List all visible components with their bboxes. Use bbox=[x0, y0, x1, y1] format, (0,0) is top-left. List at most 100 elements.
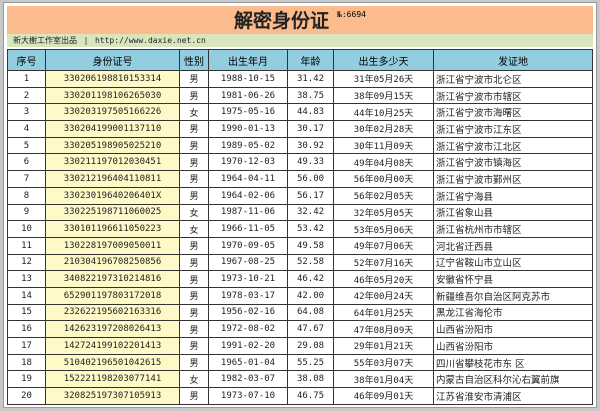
cell-days-lived[interactable]: 55年03月07天 bbox=[333, 353, 434, 372]
cell-days-lived[interactable]: 44年10月25天 bbox=[333, 103, 434, 122]
cell-days-lived[interactable]: 30年11月09天 bbox=[333, 136, 434, 155]
cell-id-number[interactable]: 330201198106265030 bbox=[45, 86, 180, 105]
cell-issuing-place[interactable]: 河北省迁西县 bbox=[433, 236, 593, 255]
cell-birth-date[interactable]: 1973-10-21 bbox=[208, 270, 288, 288]
cell-gender[interactable]: 男 bbox=[179, 120, 209, 138]
cell-birth-date[interactable]: 1978-03-17 bbox=[208, 286, 288, 305]
cell-days-lived[interactable]: 29年01月21天 bbox=[333, 337, 434, 355]
cell-gender[interactable]: 女 bbox=[179, 103, 209, 122]
cell-age[interactable]: 42.00 bbox=[287, 286, 334, 305]
cell-id-number[interactable]: 330225198711060025 bbox=[45, 203, 180, 222]
cell-gender[interactable]: 男 bbox=[179, 320, 209, 338]
cell-birth-date[interactable]: 1972-08-02 bbox=[208, 320, 288, 338]
cell-index[interactable]: 3 bbox=[7, 103, 46, 122]
cell-id-number[interactable]: 340822197310214816 bbox=[45, 270, 180, 288]
cell-gender[interactable]: 男 bbox=[179, 153, 209, 172]
cell-days-lived[interactable]: 56年00月00天 bbox=[333, 170, 434, 188]
cell-index[interactable]: 7 bbox=[7, 170, 46, 188]
cell-index[interactable]: 10 bbox=[7, 220, 46, 238]
cell-days-lived[interactable]: 52年07月16天 bbox=[333, 253, 434, 272]
cell-index[interactable]: 5 bbox=[7, 136, 46, 155]
cell-index[interactable]: 14 bbox=[7, 286, 46, 305]
cell-days-lived[interactable]: 42年00月24天 bbox=[333, 286, 434, 305]
cell-gender[interactable]: 女 bbox=[179, 203, 209, 222]
cell-gender[interactable]: 男 bbox=[179, 170, 209, 188]
cell-issuing-place[interactable]: 辽宁省鞍山市立山区 bbox=[433, 253, 593, 272]
cell-age[interactable]: 55.25 bbox=[287, 353, 334, 372]
cell-birth-date[interactable]: 1964-04-11 bbox=[208, 170, 288, 188]
cell-birth-date[interactable]: 1991-02-20 bbox=[208, 337, 288, 355]
cell-birth-date[interactable]: 1982-03-07 bbox=[208, 370, 288, 389]
cell-id-number[interactable]: 510402196501042615 bbox=[45, 353, 180, 372]
cell-index[interactable]: 15 bbox=[7, 303, 46, 322]
cell-days-lived[interactable]: 38年01月04天 bbox=[333, 370, 434, 389]
cell-age[interactable]: 31.42 bbox=[287, 70, 334, 88]
cell-gender[interactable]: 男 bbox=[179, 387, 209, 405]
cell-birth-date[interactable]: 1970-09-05 bbox=[208, 236, 288, 255]
cell-birth-date[interactable]: 1964-02-06 bbox=[208, 186, 288, 205]
cell-age[interactable]: 53.42 bbox=[287, 220, 334, 238]
cell-index[interactable]: 18 bbox=[7, 353, 46, 372]
cell-gender[interactable]: 男 bbox=[179, 286, 209, 305]
cell-id-number[interactable]: 330203197505166226 bbox=[45, 103, 180, 122]
cell-age[interactable]: 49.58 bbox=[287, 236, 334, 255]
cell-days-lived[interactable]: 47年08月09天 bbox=[333, 320, 434, 338]
cell-id-number[interactable]: 330211197012030451 bbox=[45, 153, 180, 172]
cell-birth-date[interactable]: 1967-08-25 bbox=[208, 253, 288, 272]
cell-id-number[interactable]: 210304196708250856 bbox=[45, 253, 180, 272]
cell-age[interactable]: 56.17 bbox=[287, 186, 334, 205]
cell-issuing-place[interactable]: 江苏省淮安市清浦区 bbox=[433, 387, 593, 405]
cell-issuing-place[interactable]: 浙江省宁波市海曙区 bbox=[433, 103, 593, 122]
cell-gender[interactable]: 男 bbox=[179, 270, 209, 288]
cell-birth-date[interactable]: 1989-05-02 bbox=[208, 136, 288, 155]
cell-id-number[interactable]: 142724199102201413 bbox=[45, 337, 180, 355]
cell-id-number[interactable]: 33023019640206401X bbox=[45, 186, 180, 205]
cell-index[interactable]: 13 bbox=[7, 270, 46, 288]
cell-id-number[interactable]: 330204199001137110 bbox=[45, 120, 180, 138]
cell-index[interactable]: 16 bbox=[7, 320, 46, 338]
cell-index[interactable]: 20 bbox=[7, 387, 46, 405]
cell-gender[interactable]: 男 bbox=[179, 353, 209, 372]
website-link[interactable]: http://www.daxie.net.cn bbox=[94, 36, 206, 45]
cell-gender[interactable]: 男 bbox=[179, 86, 209, 105]
cell-birth-date[interactable]: 1973-07-10 bbox=[208, 387, 288, 405]
cell-birth-date[interactable]: 1990-01-13 bbox=[208, 120, 288, 138]
cell-issuing-place[interactable]: 安徽省怀宁县 bbox=[433, 270, 593, 288]
cell-age[interactable]: 52.58 bbox=[287, 253, 334, 272]
cell-index[interactable]: 1 bbox=[7, 70, 46, 88]
cell-issuing-place[interactable]: 黑龙江省海伦市 bbox=[433, 303, 593, 322]
cell-id-number[interactable]: 232622195602163316 bbox=[45, 303, 180, 322]
cell-issuing-place[interactable]: 内蒙古自治区科尔沁右翼前旗 bbox=[433, 370, 593, 389]
cell-issuing-place[interactable]: 浙江省宁波市江北区 bbox=[433, 136, 593, 155]
cell-index[interactable]: 4 bbox=[7, 120, 46, 138]
cell-birth-date[interactable]: 1987-11-06 bbox=[208, 203, 288, 222]
cell-issuing-place[interactable]: 新疆维吾尔自治区阿克苏市 bbox=[433, 286, 593, 305]
cell-age[interactable]: 30.17 bbox=[287, 120, 334, 138]
cell-id-number[interactable]: 142623197208026413 bbox=[45, 320, 180, 338]
cell-gender[interactable]: 男 bbox=[179, 136, 209, 155]
cell-id-number[interactable]: 152221198203077141 bbox=[45, 370, 180, 389]
cell-birth-date[interactable]: 1966-11-05 bbox=[208, 220, 288, 238]
cell-age[interactable]: 30.92 bbox=[287, 136, 334, 155]
cell-age[interactable]: 29.08 bbox=[287, 337, 334, 355]
cell-index[interactable]: 6 bbox=[7, 153, 46, 172]
cell-days-lived[interactable]: 49年04月08天 bbox=[333, 153, 434, 172]
cell-gender[interactable]: 男 bbox=[179, 186, 209, 205]
cell-birth-date[interactable]: 1965-01-04 bbox=[208, 353, 288, 372]
cell-birth-date[interactable]: 1956-02-16 bbox=[208, 303, 288, 322]
cell-index[interactable]: 2 bbox=[7, 86, 46, 105]
cell-age[interactable]: 38.75 bbox=[287, 86, 334, 105]
cell-days-lived[interactable]: 56年02月05天 bbox=[333, 186, 434, 205]
cell-issuing-place[interactable]: 浙江省宁波市鄞州区 bbox=[433, 170, 593, 188]
cell-id-number[interactable]: 330205198905025210 bbox=[45, 136, 180, 155]
cell-id-number[interactable]: 652901197803172018 bbox=[45, 286, 180, 305]
cell-issuing-place[interactable]: 浙江省象山县 bbox=[433, 203, 593, 222]
cell-issuing-place[interactable]: 浙江省宁海县 bbox=[433, 186, 593, 205]
cell-gender[interactable]: 男 bbox=[179, 253, 209, 272]
cell-birth-date[interactable]: 1981-06-26 bbox=[208, 86, 288, 105]
cell-gender[interactable]: 男 bbox=[179, 70, 209, 88]
cell-age[interactable]: 46.42 bbox=[287, 270, 334, 288]
cell-id-number[interactable]: 130228197009050011 bbox=[45, 236, 180, 255]
cell-days-lived[interactable]: 46年09月01天 bbox=[333, 387, 434, 405]
cell-days-lived[interactable]: 53年05月06天 bbox=[333, 220, 434, 238]
